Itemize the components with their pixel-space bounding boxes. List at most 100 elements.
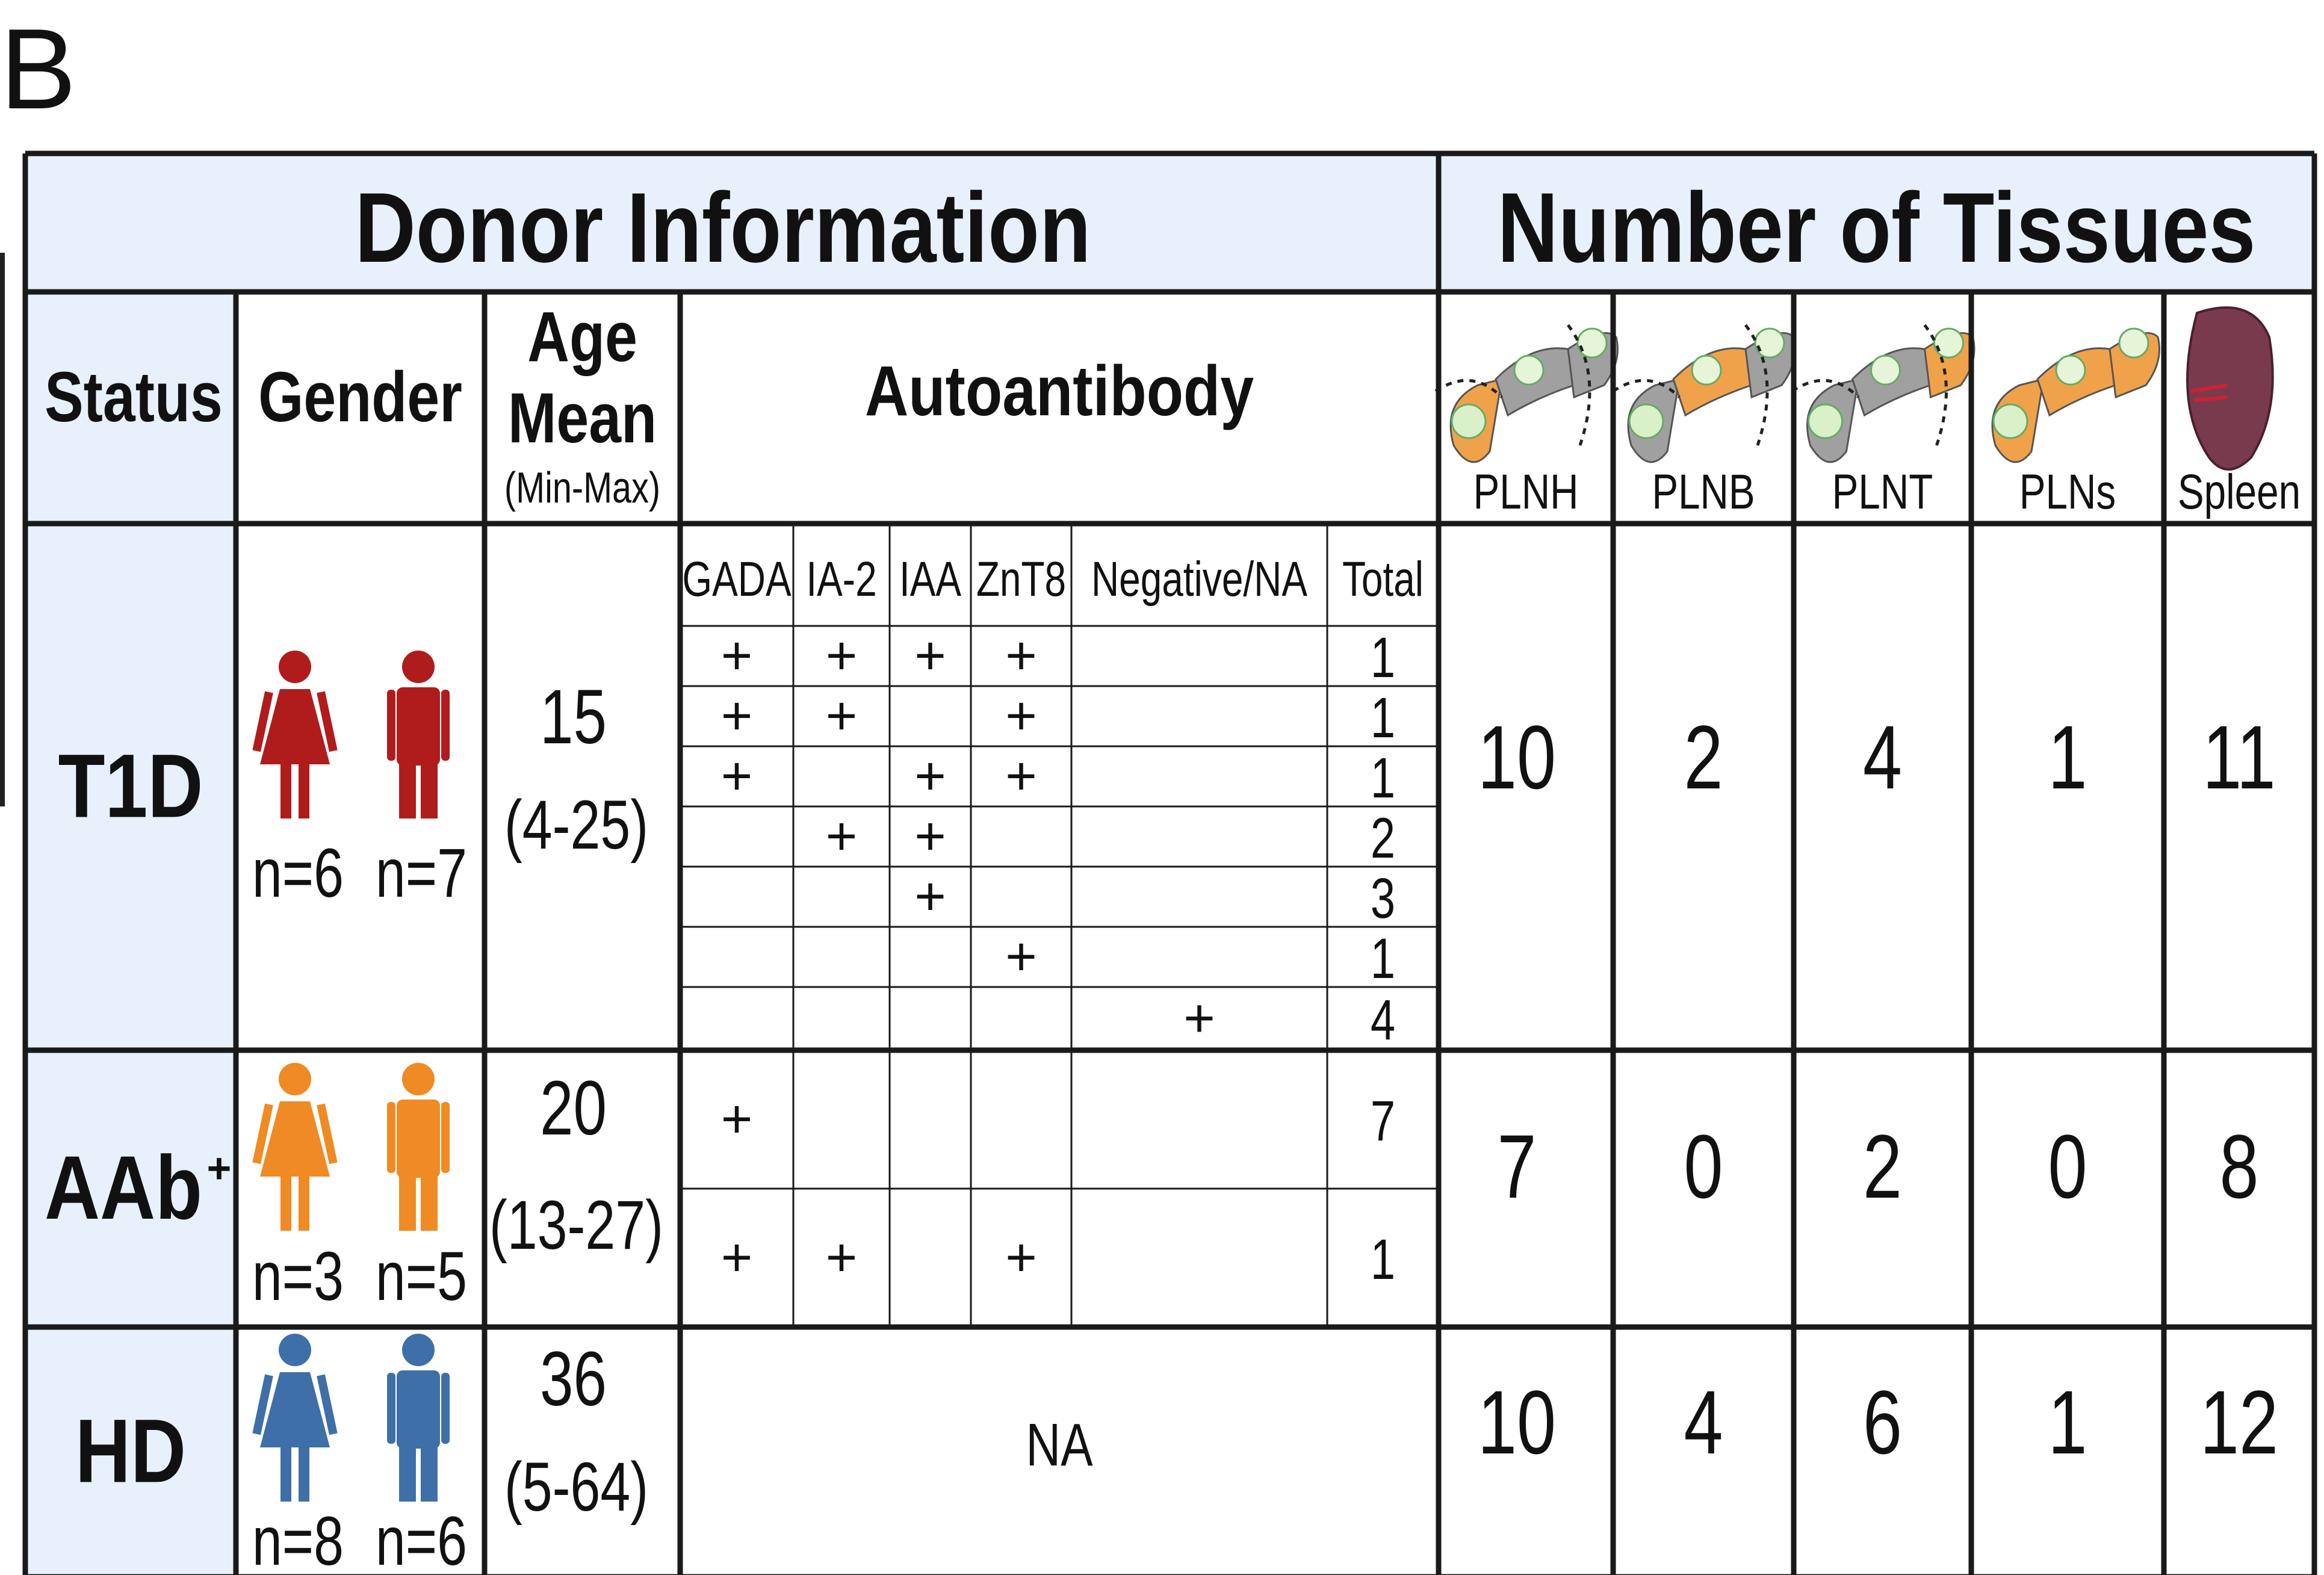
gender-header: Gender — [258, 357, 462, 436]
mean-header: Mean — [508, 378, 657, 457]
t1d-aab-mark: + — [1005, 927, 1037, 987]
t1d-aab-total: 1 — [1371, 746, 1395, 810]
tissue-count-plnt: 6 — [1863, 1372, 1902, 1473]
t1d-aab-mark: + — [914, 867, 946, 927]
lymph-node-circle — [1628, 403, 1664, 439]
person-leg — [399, 758, 416, 818]
female-icon — [252, 1063, 338, 1231]
tissue-count-spleen: 8 — [2219, 1116, 2258, 1217]
age-mean: 15 — [540, 674, 607, 760]
region-boundary — [1566, 324, 1591, 446]
person-arm — [441, 690, 450, 761]
lymph-node-circle — [1513, 354, 1545, 386]
lymph-node-circle — [1451, 403, 1487, 439]
region-boundary — [1791, 379, 1860, 398]
lymph-node-circle — [1576, 327, 1608, 359]
age-mean: 36 — [540, 1336, 607, 1422]
lymph-node-circle — [1754, 327, 1785, 359]
min-max-header: (Min-Max) — [504, 463, 660, 512]
aab-column-iaa: IAA — [899, 551, 961, 607]
person-arm — [441, 1373, 450, 1444]
female-count: n=8 — [252, 1502, 344, 1575]
age-range: (13-27) — [489, 1186, 663, 1263]
t1d-aab-total: 2 — [1371, 806, 1395, 870]
person-leg — [280, 1447, 291, 1502]
age-range: (4-25) — [504, 786, 648, 863]
female-icon — [252, 1334, 338, 1502]
aab-column-znt8: ZnT8 — [976, 551, 1066, 607]
person-head — [402, 1063, 435, 1095]
person-leg — [399, 1171, 416, 1231]
person-arm — [387, 1102, 395, 1173]
tissue-count-plnb: 4 — [1684, 1372, 1723, 1473]
autoantibody-header: Autoantibody — [865, 351, 1254, 430]
t1d-aab-mark: + — [826, 806, 858, 867]
tissue-label-plnt: PLNT — [1832, 464, 1933, 519]
pancreas-body-icon — [1612, 324, 1796, 463]
aab-aab-mark: + — [1005, 1228, 1037, 1288]
person-arm — [317, 1103, 338, 1165]
person-leg — [280, 764, 291, 818]
tissue-count-plns: 1 — [2048, 707, 2087, 808]
status-aab: AAb — [45, 1137, 202, 1238]
person-head — [279, 1334, 311, 1366]
lymph-node-circle — [2118, 327, 2149, 359]
male-icon — [387, 1334, 450, 1502]
donor-information-header — [25, 153, 1439, 292]
person-arm — [317, 1374, 338, 1435]
person-torso — [397, 1100, 440, 1178]
person-arm — [387, 690, 395, 761]
male-count: n=5 — [376, 1237, 467, 1314]
lymph-node-circle — [1870, 354, 1901, 386]
t1d-aab-mark: + — [914, 626, 946, 686]
t1d-aab-mark: + — [721, 746, 753, 806]
person-arm — [252, 1374, 273, 1435]
person-arm — [441, 1102, 450, 1173]
tissue-label-plnh: PLNH — [1473, 464, 1579, 519]
t1d-aab-mark: + — [1005, 746, 1037, 806]
person-head — [402, 651, 435, 683]
male-icon — [387, 1063, 450, 1231]
tissue-count-plnh: 10 — [1478, 707, 1556, 808]
female-count: n=6 — [252, 834, 344, 911]
age-header: Age — [527, 297, 637, 376]
female-count: n=3 — [252, 1237, 344, 1314]
status-t1d: T1D — [58, 736, 203, 837]
status-hd: HD — [75, 1401, 186, 1502]
tissue-count-plnt: 2 — [1863, 1116, 1902, 1217]
donor-information-title: Donor Information — [355, 172, 1091, 283]
person-torso — [397, 687, 440, 766]
aab-column-gada: GADA — [682, 551, 791, 607]
tissue-count-plnh: 7 — [1497, 1116, 1536, 1217]
number-of-tissues-header — [1439, 153, 2314, 292]
hd-autoantibody-na: NA — [1026, 1412, 1093, 1479]
tissue-label-plnb: PLNB — [1652, 464, 1755, 519]
tissue-count-plns: 0 — [2048, 1116, 2087, 1217]
person-head — [279, 651, 311, 683]
male-count: n=7 — [376, 834, 467, 911]
person-leg — [299, 1177, 309, 1231]
person-arm — [252, 1103, 273, 1165]
t1d-aab-mark: + — [914, 806, 946, 867]
aab-aab-mark: + — [826, 1228, 858, 1288]
person-arm — [387, 1373, 395, 1444]
tissue-label-plns: PLNs — [2019, 464, 2116, 519]
region-boundary — [1744, 324, 1769, 446]
aab-column-negativena: Negative/NA — [1091, 551, 1307, 607]
lymph-node-circle — [1992, 403, 2028, 439]
t1d-aab-mark: + — [1005, 686, 1037, 746]
t1d-aab-mark: + — [721, 686, 753, 746]
pancreas-tail-icon — [1791, 324, 1975, 463]
spleen-icon — [2186, 306, 2274, 471]
person-leg — [299, 1447, 309, 1502]
pancreas-head-icon — [1434, 324, 1619, 463]
region-boundary — [1434, 379, 1503, 398]
lymph-node-circle — [2055, 354, 2086, 386]
aab-column-total: Total — [1342, 551, 1424, 607]
age-range: (5-64) — [504, 1448, 648, 1525]
aab-aab-mark: + — [721, 1089, 753, 1150]
tissue-count-plnh: 10 — [1478, 1372, 1556, 1473]
person-head — [402, 1334, 435, 1366]
side-divider — [0, 253, 5, 806]
male-icon — [387, 651, 450, 818]
